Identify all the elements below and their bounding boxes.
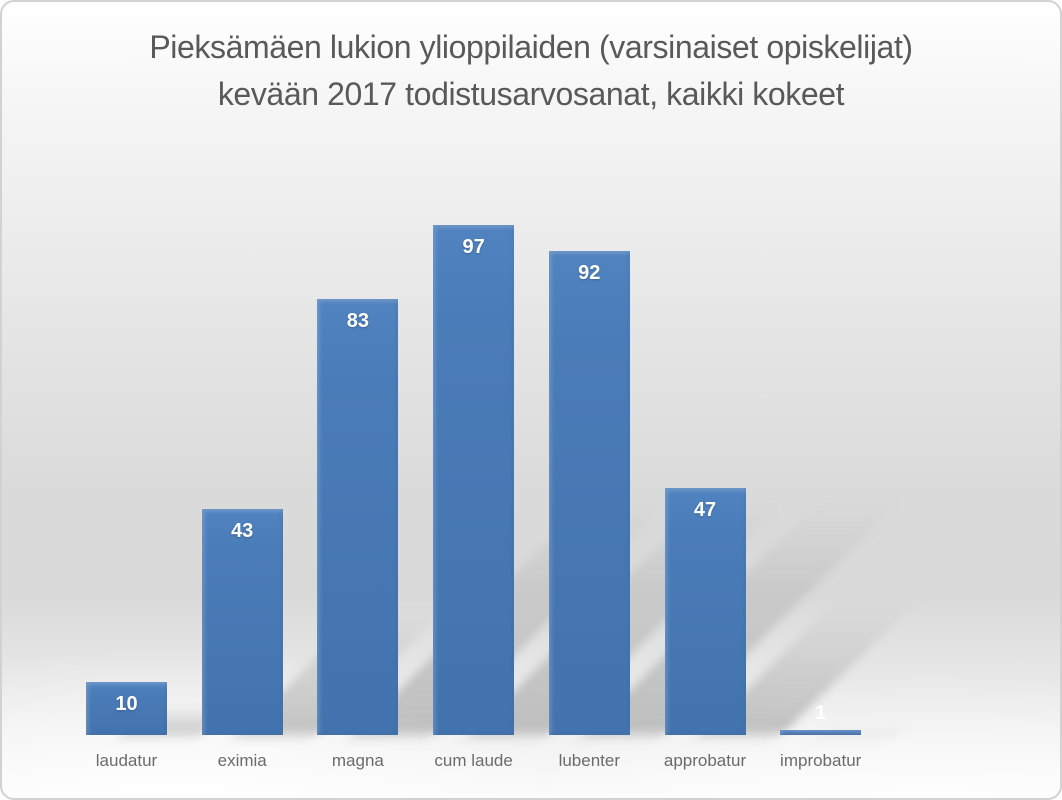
- bar-magna: 83: [317, 299, 399, 735]
- bar-value-label: 83: [346, 310, 370, 332]
- category-label-eximia: eximia: [217, 751, 267, 770]
- bar-eximia: 43: [201, 509, 283, 735]
- bar-value-label: 47: [693, 499, 717, 521]
- chart-title-line1: Pieksämäen lukion ylioppilaiden (varsina…: [149, 29, 913, 65]
- bar-improbatur: 1: [780, 702, 862, 735]
- bar-cum-laude: 97: [433, 225, 515, 735]
- chart-title-line2: kevään 2017 todistusarvosanat, kaikki ko…: [217, 76, 845, 112]
- bar-value-label: 43: [231, 520, 254, 542]
- category-label-magna: magna: [331, 751, 384, 770]
- category-label-approbatur: approbatur: [663, 751, 747, 770]
- category-label-laudatur: laudatur: [95, 751, 158, 770]
- category-label-improbatur: improbatur: [780, 751, 862, 770]
- chart-title: Pieksämäen lukion ylioppilaiden (varsina…: [2, 24, 1060, 118]
- bar-value-label: 97: [462, 236, 485, 258]
- bar-approbatur: 47: [664, 488, 746, 735]
- category-label-cum-laude: cum laude: [434, 751, 513, 770]
- bar-value-label: 92: [578, 262, 601, 284]
- bar-value-label: 1: [815, 702, 827, 724]
- category-label-lubenter: lubenter: [558, 751, 621, 770]
- bar-laudatur: 10: [86, 682, 167, 735]
- bar-lubenter: 92: [548, 251, 630, 735]
- bar-value-label: 10: [115, 693, 138, 715]
